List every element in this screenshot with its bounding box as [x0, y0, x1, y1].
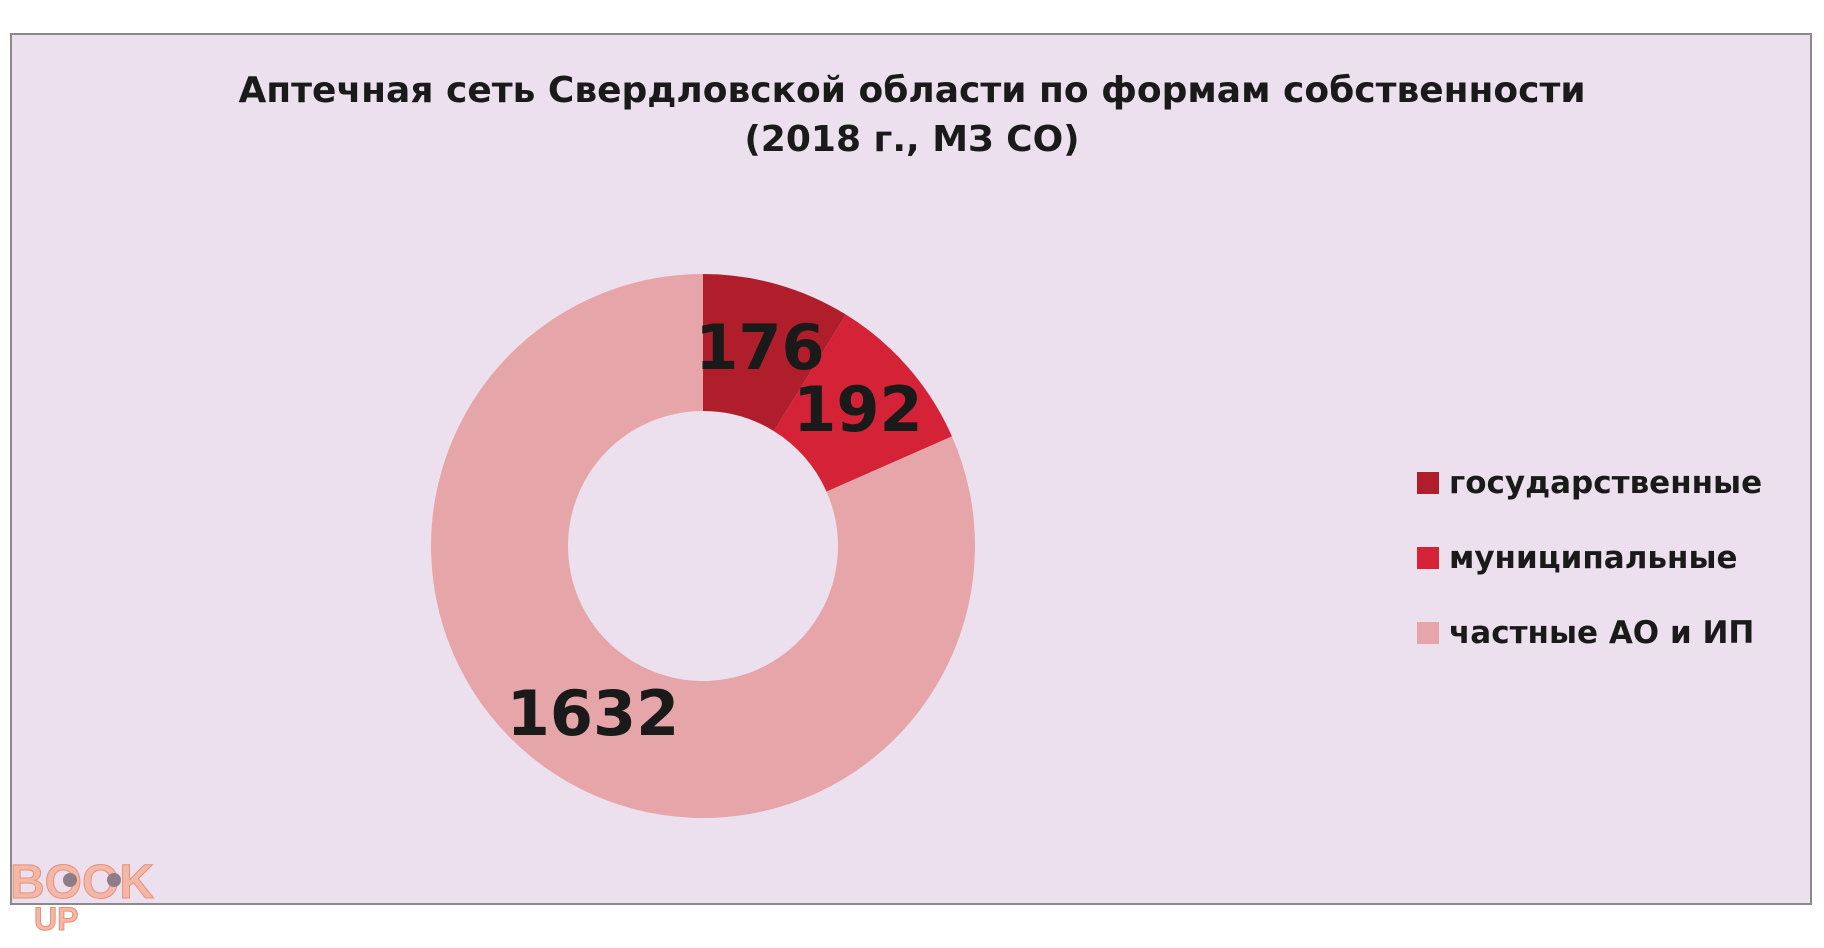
- logo-eye-left: [63, 873, 77, 887]
- data-label-municipal: 192: [793, 373, 922, 446]
- chart-legend: государственные муниципальные частные АО…: [1417, 445, 1807, 670]
- chart-title: Аптечная сеть Свердловской области по фо…: [238, 70, 1586, 111]
- legend-swatch-state: [1417, 471, 1439, 494]
- logo-text-top: BOOK: [10, 856, 154, 909]
- slice-municipal: [773, 314, 952, 492]
- logo-eye-right: [107, 873, 121, 887]
- chart-subtitle: (2018 г., МЗ СО): [744, 119, 1080, 160]
- slice-state: [703, 274, 846, 432]
- legend-label-state: государственные: [1449, 464, 1763, 501]
- slice-private: [431, 274, 975, 818]
- legend-item-state: государственные: [1417, 445, 1807, 520]
- bookup-logo: BOOK UP: [10, 856, 155, 933]
- legend-label-municipal: муниципальные: [1449, 539, 1738, 576]
- legend-label-private: частные АО и ИП: [1449, 614, 1755, 651]
- legend-item-private: частные АО и ИП: [1417, 595, 1807, 670]
- legend-swatch-municipal: [1417, 546, 1439, 569]
- data-label-private: 1632: [507, 677, 680, 750]
- logo-text-bottom: UP: [34, 901, 78, 932]
- data-label-state: 176: [695, 311, 824, 384]
- chart-title-block: Аптечная сеть Свердловской области по фо…: [0, 66, 1824, 164]
- legend-swatch-private: [1417, 621, 1439, 644]
- legend-item-municipal: муниципальные: [1417, 520, 1807, 595]
